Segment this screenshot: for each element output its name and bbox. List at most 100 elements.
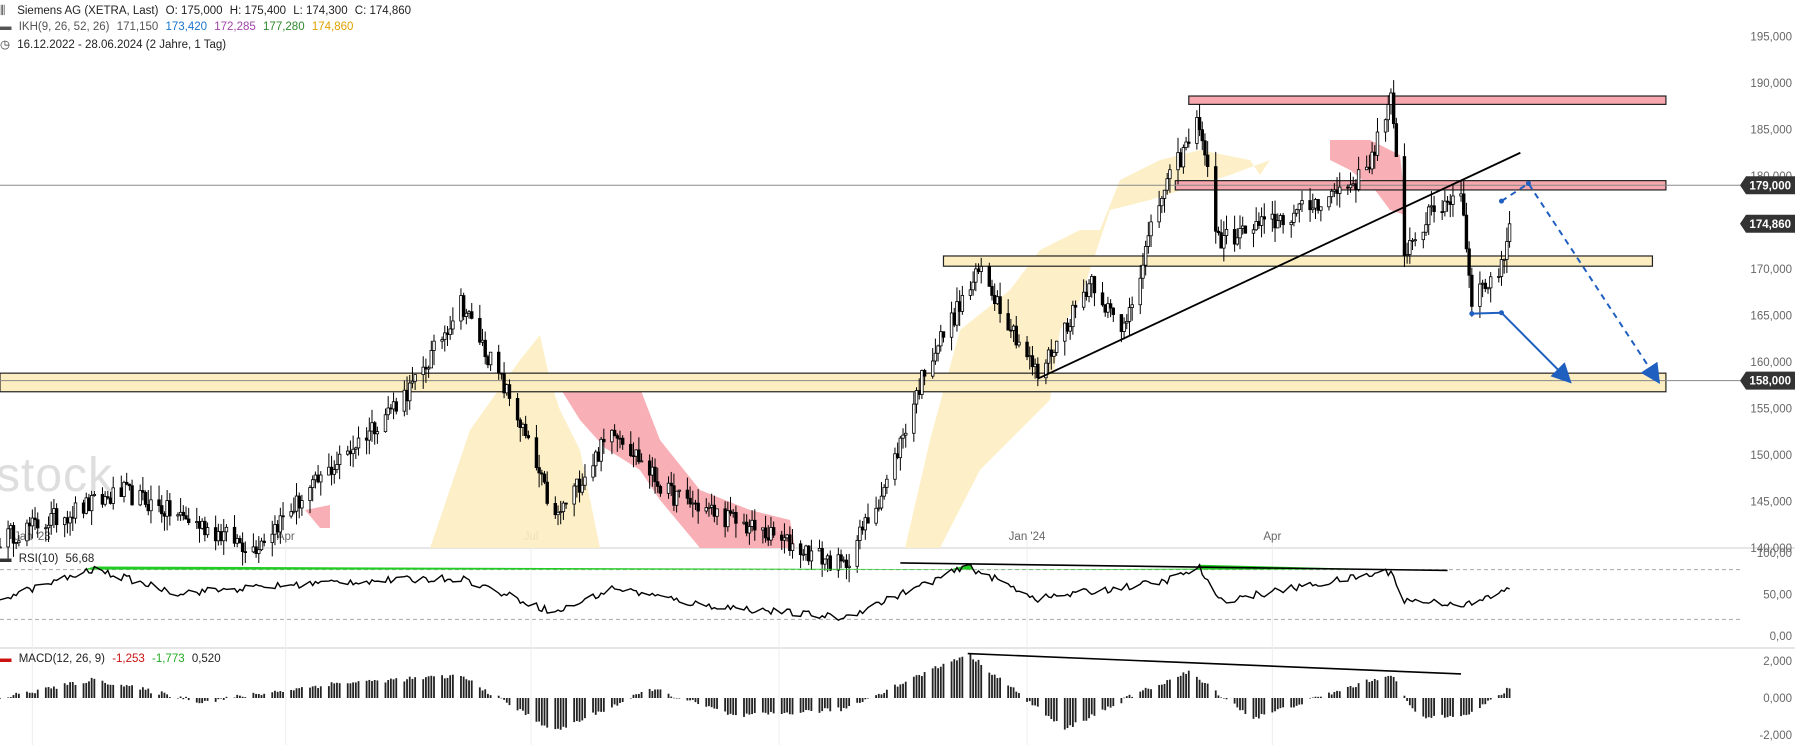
candle: [6, 528, 10, 548]
candle: [351, 448, 355, 455]
candle: [823, 558, 827, 565]
macd-bar: [441, 675, 443, 698]
candle: [1084, 291, 1089, 297]
candle: [346, 450, 350, 455]
macd-bar: [508, 698, 511, 706]
macd-bar: [899, 684, 902, 698]
candle: [1138, 277, 1142, 306]
candle: [232, 526, 237, 544]
candle: [1143, 246, 1148, 266]
candle: [275, 524, 280, 533]
candle: [1243, 225, 1248, 234]
macd-bar: [743, 698, 745, 717]
candle: [1335, 189, 1339, 194]
candle: [507, 384, 512, 399]
candle: [939, 331, 943, 347]
candle: [238, 538, 242, 544]
candle: [580, 484, 584, 493]
macd-bar: [271, 692, 274, 698]
candle: [753, 519, 757, 531]
macd-bar: [748, 698, 751, 715]
candle: [1499, 259, 1504, 277]
macd-bar: [279, 691, 282, 698]
macd-bar: [50, 688, 53, 698]
macd-bar: [408, 676, 411, 698]
macd-bar: [489, 695, 492, 698]
period-text: 16.12.2022 - 28.06.2024 (2 Jahre, 1 Tag): [17, 39, 227, 51]
macd-bar: [640, 691, 643, 698]
candle: [467, 311, 471, 314]
candle: [553, 503, 558, 516]
macd-bar: [1497, 695, 1500, 698]
macd-bar: [1346, 686, 1349, 698]
candle: [677, 489, 682, 492]
macd-bar: [934, 666, 937, 698]
macd-bar: [877, 693, 880, 698]
candle: [335, 464, 339, 471]
macd-bar: [904, 681, 907, 698]
macd-bar: [371, 680, 373, 698]
candle: [912, 403, 916, 434]
macd-bar: [481, 690, 484, 698]
macd-bar: [1330, 694, 1333, 698]
macd-bar: [993, 674, 996, 698]
macd-bar: [1311, 697, 1314, 699]
macd-bar: [694, 698, 697, 703]
macd-bar: [71, 681, 74, 698]
candle: [804, 545, 808, 555]
ichimoku-v5: 174,860: [311, 21, 354, 33]
candle: [52, 508, 56, 514]
candle: [243, 551, 248, 553]
macd-bar: [1489, 698, 1492, 700]
candle: [1181, 147, 1186, 168]
macd-bar: [1031, 698, 1034, 706]
macd-bar: [546, 698, 549, 728]
x-tick-label: Apr: [1263, 531, 1281, 543]
candle: [1373, 151, 1377, 156]
macd-bar: [239, 695, 241, 698]
candle: [1149, 221, 1153, 237]
candle: [1311, 207, 1315, 211]
macd-bar: [195, 698, 198, 703]
macd-bar: [826, 698, 829, 709]
macd-bar: [1368, 682, 1371, 698]
candle: [297, 495, 301, 509]
macd-bar: [686, 698, 689, 701]
candle: [1178, 152, 1183, 168]
macd-bar: [233, 697, 236, 699]
candle: [262, 540, 266, 543]
macd-bar: [788, 698, 791, 715]
macd-bar: [772, 698, 775, 714]
macd-bar: [980, 664, 983, 698]
candle: [658, 486, 663, 494]
candle: [901, 434, 905, 439]
macd-bar: [651, 691, 654, 698]
x-tick-label: Jan '24: [1009, 531, 1046, 543]
macd-bar: [1282, 698, 1285, 708]
macd-bar: [1028, 698, 1031, 702]
ohlc-high: H: 175,400: [229, 5, 287, 17]
macd-bar: [225, 696, 228, 698]
candle: [707, 506, 711, 509]
rsi-trendline: [900, 562, 1448, 572]
macd-bar: [705, 698, 708, 707]
candle: [825, 555, 830, 560]
macd-bar: [562, 698, 565, 727]
macd-bar: [921, 676, 923, 698]
macd-bar: [999, 677, 1001, 698]
macd-bar: [732, 698, 735, 715]
macd-bar: [1074, 698, 1077, 723]
macd-bar: [1053, 698, 1055, 722]
candle: [1488, 276, 1493, 289]
macd-bar: [751, 698, 753, 715]
macd-bar: [1452, 698, 1454, 717]
macd-bar: [1433, 698, 1435, 716]
candle: [1507, 223, 1512, 242]
candle: [537, 467, 541, 474]
macd-y-tick-label: -2,000: [1759, 730, 1792, 742]
candle: [990, 285, 994, 296]
candle: [1222, 235, 1226, 249]
candle: [1364, 166, 1369, 171]
candle: [936, 345, 940, 354]
